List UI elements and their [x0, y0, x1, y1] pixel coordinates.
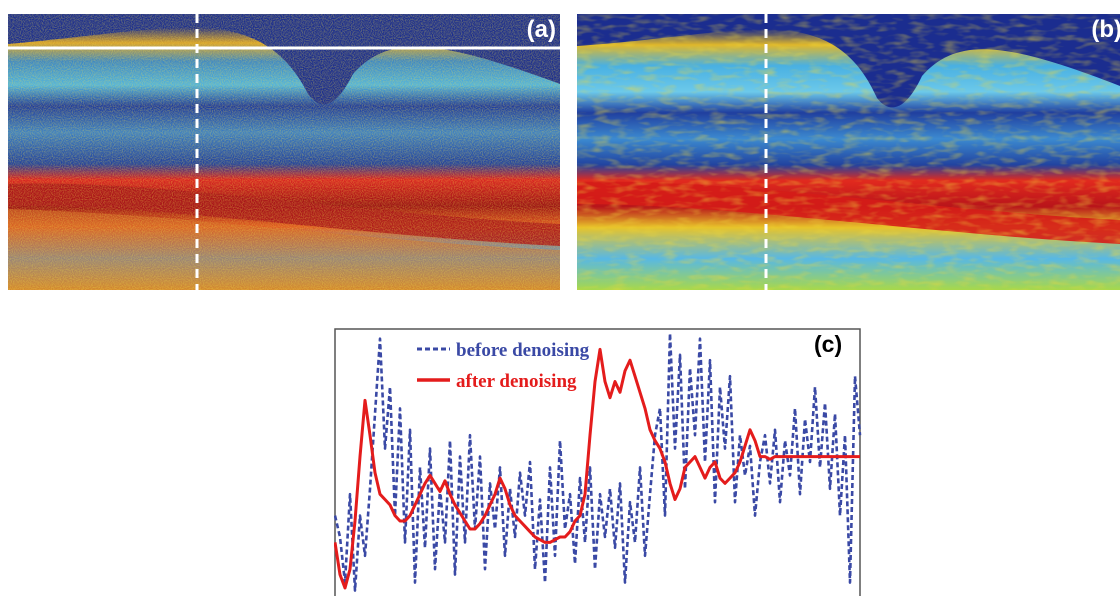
denoised-scan-image	[577, 14, 1120, 290]
legend-label-before: before denoising	[456, 340, 590, 361]
series-line-after	[334, 347, 860, 590]
series-layer	[334, 332, 862, 592]
smooth-texture	[577, 14, 1120, 290]
panel-c-profile-chart: before denoising after denoising (c)	[334, 328, 866, 596]
speckle-noise	[8, 14, 560, 290]
panel-a-label: (a)	[526, 16, 556, 43]
legend-label-after: after denoising	[456, 371, 577, 392]
panel-b-label: (b)	[1091, 16, 1120, 43]
panel-c-label: (c)	[814, 331, 842, 357]
series-line-before	[334, 332, 862, 592]
panel-a-noisy-scan: (a)	[8, 14, 560, 290]
noisy-scan-image	[8, 14, 560, 290]
legend: before denoising after denoising	[417, 340, 590, 392]
panel-b-denoised-scan: (b)	[577, 14, 1120, 290]
profile-chart: before denoising after denoising (c)	[334, 328, 862, 596]
